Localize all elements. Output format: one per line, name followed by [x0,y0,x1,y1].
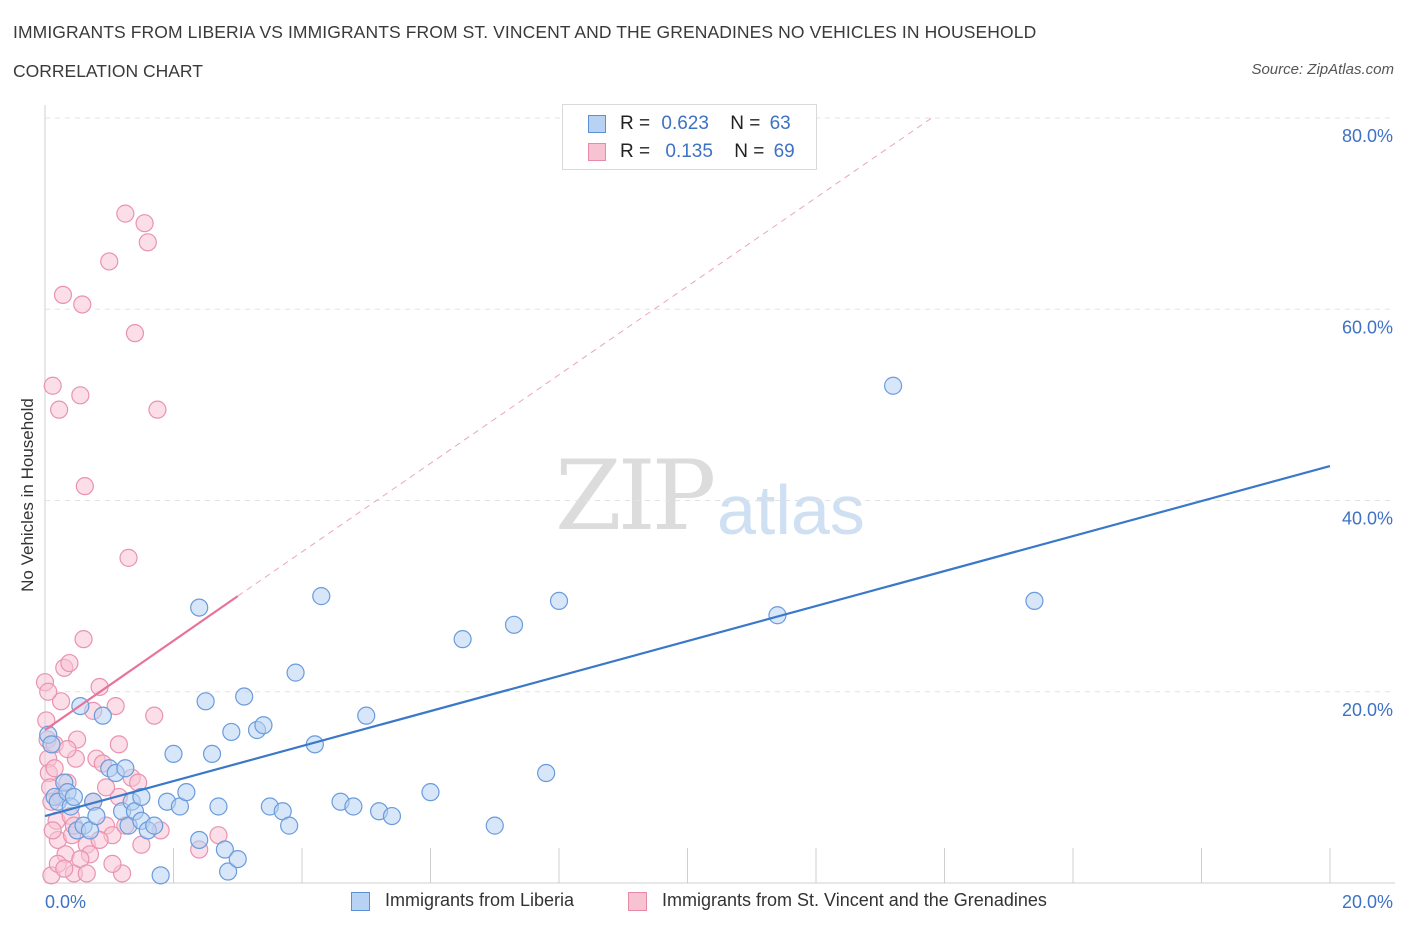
svg-point [135,214,154,233]
legend-swatch-blue [351,892,370,911]
liberia-point [254,716,273,735]
svg-point [148,400,167,419]
chart-subtitle: CORRELATION CHART [13,61,203,81]
bottom-legend-label: Immigrants from Liberia [385,890,575,910]
svg-point [53,285,73,305]
legend-swatch-pink [588,143,606,161]
liberia-point [145,816,164,835]
svg-point [45,759,64,778]
liberia-point [87,806,106,826]
y-tick-label: 20.0% [1342,700,1393,720]
svg-point [100,252,119,271]
liberia-point [485,816,504,835]
svg-point [58,740,77,759]
liberia-point [93,706,112,725]
liberia-point [219,862,238,881]
legend-r-value: 0.623 [661,113,709,134]
svg-point [109,735,128,754]
liberia-point [286,663,305,682]
svg-point [74,630,93,649]
liberia-point [215,840,234,859]
svg-point [71,386,90,405]
liberia-point [1025,591,1044,611]
liberia-point [357,706,376,725]
svg-point [51,692,71,711]
svg-trend-line [44,595,239,731]
liberia-point [228,849,247,869]
liberia-point [209,797,228,816]
chart-source: Source: ZipAtlas.com [1251,61,1394,78]
liberia-point [151,866,170,885]
svg-point [77,864,96,883]
liberia-point [421,783,440,802]
svg-point [73,295,92,314]
svg-point [50,400,69,419]
y-axis-label: No Vehicles in Household [18,398,37,592]
legend-n-label: N = [734,141,765,162]
liberia-point [42,735,61,754]
liberia-point [222,722,241,742]
liberia-point [549,591,569,611]
liberia-point [280,816,299,835]
liberia-point [64,787,84,807]
liberia-point [202,744,222,764]
legend-r-label: R = [620,141,651,162]
y-tick-label: 80.0% [1342,126,1393,146]
liberia-point [883,376,903,395]
liberia-point [164,744,183,764]
liberia-point [116,759,135,778]
liberia-point [537,763,556,783]
svg-point [138,233,157,252]
svg-point [43,821,62,840]
svg-point [39,682,58,701]
svg-point [60,653,79,673]
svg-point [96,778,116,797]
legend-r-label: R = [620,113,651,134]
liberia-point [344,797,363,816]
legend-n-label: N = [730,113,761,134]
svg-point [43,376,62,395]
legend-r-value: 0.135 [665,141,713,162]
correlation-legend: R = 0.623 N = 63 R = 0.135 N = 69 [562,104,817,170]
legend-swatch-pink [628,892,647,911]
y-tick-label: 40.0% [1342,509,1393,529]
liberia-point [235,687,254,706]
svg-point [116,204,135,223]
watermark-zip: ZIP [555,440,716,552]
chart-title: IMMIGRANTS FROM LIBERIA VS IMMIGRANTS FR… [13,22,1037,42]
liberia-point [382,806,402,826]
legend-swatch-blue [588,115,606,133]
svg-trend-extension [237,117,932,597]
liberia-point [177,783,196,802]
svg-point [125,324,145,343]
svg-point [145,706,164,725]
svg-point [75,477,94,496]
liberia-point [190,830,209,850]
liberia-point [196,692,215,711]
legend-n-value: 63 [769,113,791,134]
y-tick-label: 60.0% [1342,317,1393,337]
x-tick-label: 0.0% [45,892,86,912]
liberia-point [453,630,472,649]
legend-n-value: 69 [773,141,795,162]
svg-point [55,859,74,878]
svg-point [103,854,122,873]
liberia-point [504,615,524,634]
svg-point [106,696,125,716]
x-tick-label: 20.0% [1342,892,1393,912]
bottom-legend-label: Immigrants from St. Vincent and the Gren… [662,890,1047,910]
liberia-point [132,787,151,807]
liberia-point [312,587,331,606]
svg-point [119,548,138,567]
liberia-trend-line [44,465,1331,818]
liberia-point [190,598,209,617]
watermark-atlas: atlas [717,471,865,549]
